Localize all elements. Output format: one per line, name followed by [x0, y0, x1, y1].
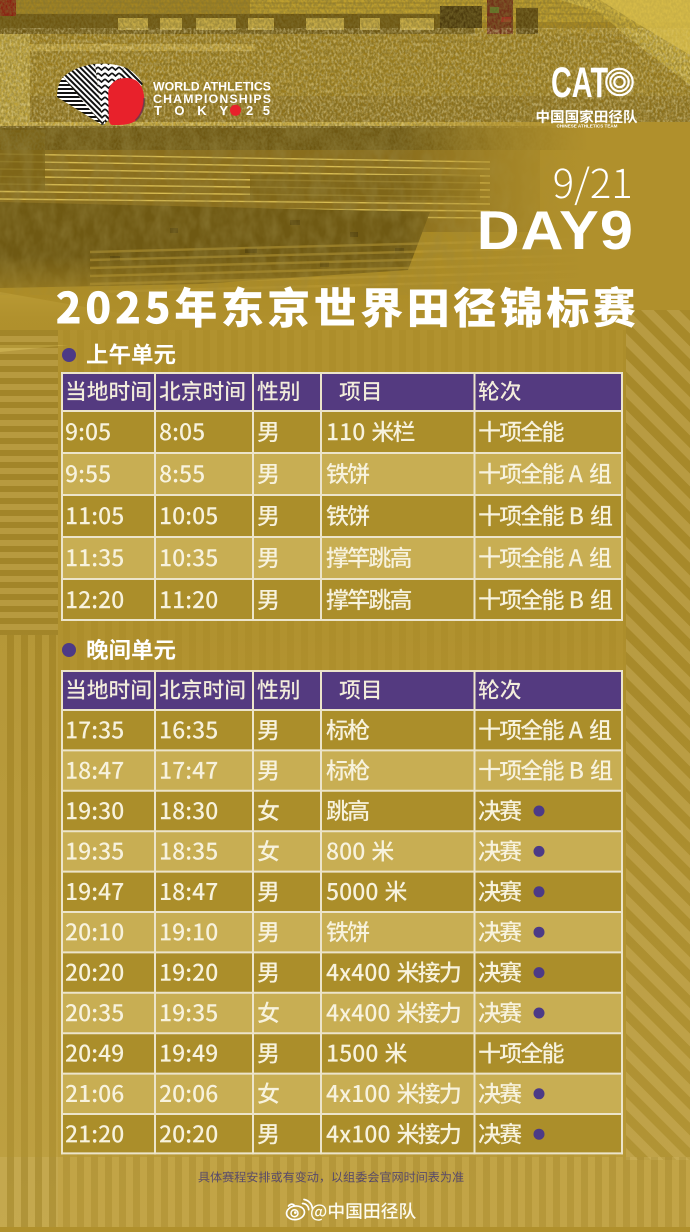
svg-text:CAT: CAT	[551, 58, 608, 106]
svg-text:WORLD ATHLETICS: WORLD ATHLETICS	[153, 80, 271, 94]
svg-text:CHAMPIONSHIPS: CHAMPIONSHIPS	[153, 92, 271, 106]
svg-text:DAY9: DAY9	[477, 200, 634, 261]
svg-text:CHINESE ATHLETICS TEAM: CHINESE ATHLETICS TEAM	[557, 124, 618, 130]
